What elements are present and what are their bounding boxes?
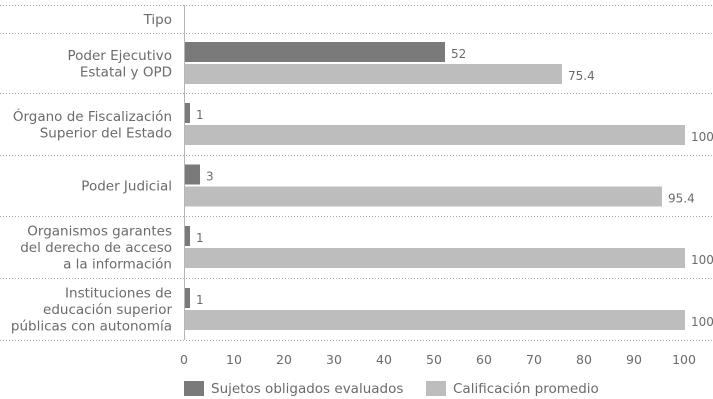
data-label-calificacion-1: 100 xyxy=(691,130,713,144)
legend-label-sujetos: Sujetos obligados evaluados xyxy=(211,380,404,397)
x-tick-label-60: 60 xyxy=(476,352,492,367)
category-label-0-line-0: Poder Ejecutivo xyxy=(68,48,173,64)
bar-calificacion-0 xyxy=(185,64,562,84)
category-label-4-line-0: Instituciones de xyxy=(65,286,172,302)
bar-calificacion-1 xyxy=(185,125,685,145)
legend-swatch-calificacion xyxy=(426,381,446,396)
x-tick-label-90: 90 xyxy=(626,352,642,367)
category-label-2-line-0: Poder Judicial xyxy=(81,179,172,195)
category-label-1-line-0: Órgano de Fiscalización xyxy=(13,107,172,125)
x-tick-label-10: 10 xyxy=(226,352,242,367)
bar-sujetos-4 xyxy=(185,288,190,308)
category-label-3-line-2: a la información xyxy=(63,257,172,273)
category-label-1-line-1: Superior del Estado xyxy=(40,125,172,141)
data-label-calificacion-0: 75.4 xyxy=(568,69,595,83)
category-label-0-line-1: Estatal y OPD xyxy=(80,64,172,80)
category-label-3-line-1: del derecho de acceso xyxy=(20,240,172,256)
x-tick-label-100: 100 xyxy=(672,352,696,367)
bar-sujetos-3 xyxy=(185,226,190,246)
legend-item-sujetos: Sujetos obligados evaluados xyxy=(184,378,403,399)
bar-sujetos-0 xyxy=(185,42,445,62)
legend-item-calificacion: Calificación promedio xyxy=(426,378,599,399)
data-label-calificacion-4: 100 xyxy=(691,315,713,329)
x-tick-label-50: 50 xyxy=(426,352,442,367)
x-tick-label-80: 80 xyxy=(576,352,592,367)
x-tick-label-20: 20 xyxy=(276,352,292,367)
data-label-sujetos-1: 1 xyxy=(196,108,204,122)
category-label-3-line-0: Organismos garantes xyxy=(27,224,172,240)
category-label-4-line-2: públicas con autonomía xyxy=(11,319,172,335)
chart-legend: Sujetos obligados evaluados Calificación… xyxy=(0,378,713,399)
bar-calificacion-4 xyxy=(185,310,685,330)
x-tick-label-40: 40 xyxy=(376,352,392,367)
bar-sujetos-1 xyxy=(185,103,190,123)
data-label-sujetos-4: 1 xyxy=(196,293,204,307)
bar-calificacion-3 xyxy=(185,248,685,268)
data-label-calificacion-2: 95.4 xyxy=(668,192,695,206)
bar-calificacion-2 xyxy=(185,186,662,207)
x-tick-label-30: 30 xyxy=(326,352,342,367)
data-label-sujetos-2: 3 xyxy=(206,170,214,184)
x-tick-label-0: 0 xyxy=(180,352,188,367)
bar-sujetos-2 xyxy=(185,164,200,185)
data-label-sujetos-0: 52 xyxy=(451,47,466,61)
legend-swatch-sujetos xyxy=(184,381,204,396)
column-header-label: Tipo xyxy=(143,12,172,28)
category-label-4-line-1: educación superior xyxy=(43,302,172,318)
data-label-calificacion-3: 100 xyxy=(691,253,713,267)
data-label-sujetos-3: 1 xyxy=(196,231,204,245)
x-tick-label-70: 70 xyxy=(526,352,542,367)
legend-label-calificacion: Calificación promedio xyxy=(453,380,599,397)
